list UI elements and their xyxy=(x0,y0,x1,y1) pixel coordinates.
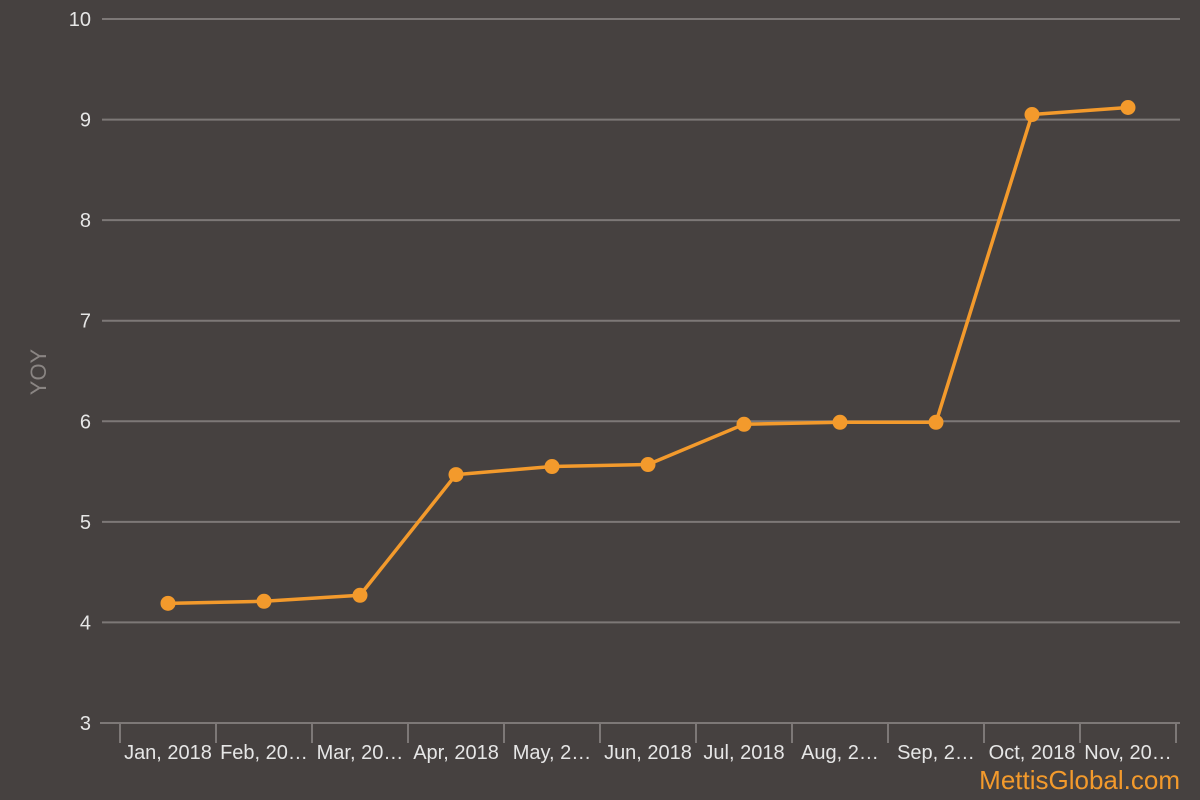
y-tick-label-2: 5 xyxy=(80,512,91,534)
series-line-0 xyxy=(167,105,1129,606)
watermark: MettisGlobal.com xyxy=(979,765,1180,795)
data-point-7 xyxy=(832,414,848,430)
x-tick-label-3: Apr, 2018 xyxy=(413,742,499,764)
x-tick-label-1: Feb, 20… xyxy=(220,742,308,764)
y-tick-label-0: 3 xyxy=(80,713,91,735)
data-point-0 xyxy=(160,595,176,611)
data-point-5 xyxy=(640,457,656,473)
x-tick-label-5: Jun, 2018 xyxy=(604,742,692,764)
x-tick-label-7: Aug, 2… xyxy=(801,742,879,764)
y-axis-ticks: 3 4 5 6 7 8 9 10 xyxy=(69,9,91,735)
x-tick-label-6: Jul, 2018 xyxy=(703,742,784,764)
x-tick-label-0: Jan, 2018 xyxy=(124,742,212,764)
y-tick-label-4: 7 xyxy=(80,311,91,333)
data-point-1 xyxy=(256,593,272,609)
data-point-4 xyxy=(544,459,560,475)
y-tick-label-5: 8 xyxy=(80,210,91,232)
x-tick-label-4: May, 2… xyxy=(513,742,592,764)
y-axis-title: YOY xyxy=(26,348,51,395)
y-tick-label-6: 9 xyxy=(80,110,91,132)
grid-lines xyxy=(102,18,1180,624)
data-point-2 xyxy=(352,587,368,603)
data-point-10 xyxy=(1120,100,1136,116)
data-point-3 xyxy=(448,467,464,483)
x-tick-label-9: Oct, 2018 xyxy=(989,742,1076,764)
data-point-6 xyxy=(736,416,752,432)
x-axis: Jan, 2018 Feb, 20… Mar, 20… Apr, 2018 May, 2… xyxy=(100,722,1180,764)
data-point-8 xyxy=(928,414,944,430)
y-tick-label-1: 4 xyxy=(80,612,91,634)
y-tick-label-7: 10 xyxy=(69,9,91,31)
series-line xyxy=(160,100,1136,611)
y-tick-label-3: 6 xyxy=(80,411,91,433)
x-tick-label-10: Nov, 20… xyxy=(1084,742,1171,764)
x-tick-label-2: Mar, 20… xyxy=(317,742,404,764)
data-point-9 xyxy=(1024,107,1040,123)
x-tick-label-8: Sep, 2… xyxy=(897,742,975,764)
